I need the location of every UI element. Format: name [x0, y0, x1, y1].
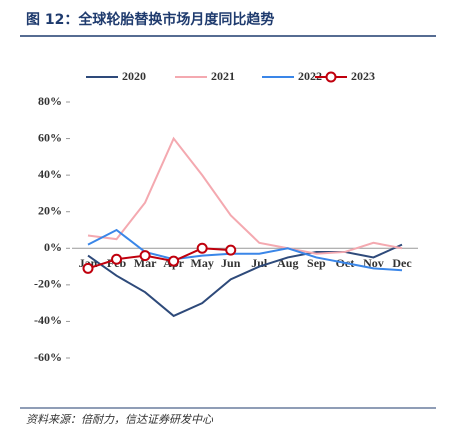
legend-label: 2023 [351, 69, 375, 83]
legend-label: 2020 [122, 69, 146, 83]
x-tick-label: May [191, 256, 214, 270]
chart-title: 图 12：全球轮胎替换市场月度同比趋势 [26, 11, 274, 28]
series-line [87, 228, 403, 272]
legend-marker [325, 71, 337, 83]
x-tick-label: Jul [251, 256, 268, 270]
y-tick-label: 40% [38, 167, 62, 181]
point-marker [225, 244, 237, 256]
point-marker [111, 253, 123, 265]
y-tick-label: 20% [38, 203, 62, 217]
x-tick-label: Sep [307, 256, 326, 270]
x-tick-label: Mar [134, 256, 157, 270]
y-tick-label: -40% [34, 313, 62, 327]
point-marker [168, 255, 180, 267]
y-tick-label: 60% [38, 130, 62, 144]
x-tick-label: Jun [221, 256, 241, 270]
legend-label: 2022 [298, 69, 322, 83]
x-tick-label: Dec [392, 256, 412, 270]
y-tick-label: -20% [34, 277, 62, 291]
point-marker [82, 262, 94, 274]
y-tick-label: 80% [38, 94, 62, 108]
y-tick-label: -60% [34, 350, 62, 364]
point-marker [139, 250, 151, 262]
source-note: 资料来源：倍耐力，信达证券研发中心 [26, 413, 214, 426]
y-tick-label: 0% [44, 240, 62, 254]
point-marker [196, 242, 208, 254]
series-line [87, 243, 403, 318]
legend-label: 2021 [211, 69, 235, 83]
series-line [87, 136, 403, 255]
